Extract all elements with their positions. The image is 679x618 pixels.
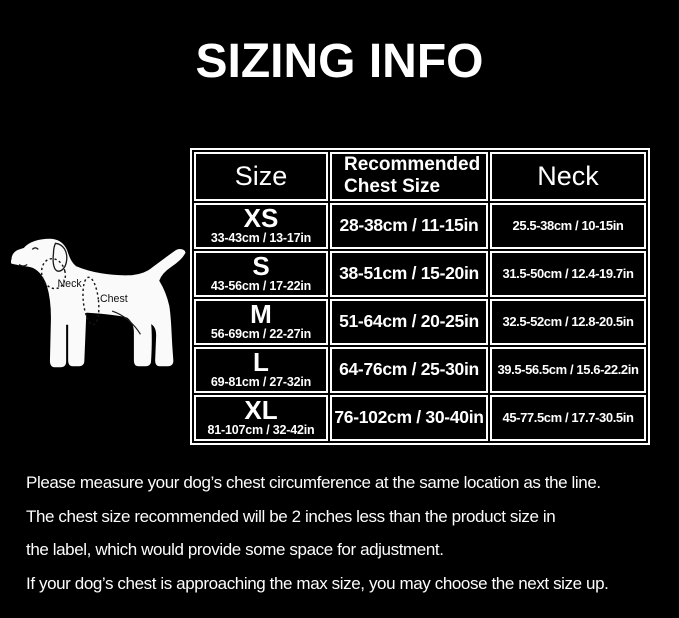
dog-mouth-mark [18, 264, 28, 267]
size-value: XL [244, 395, 278, 426]
neck-cell: 39.5-56.5cm / 15.6-22.2in [490, 346, 646, 393]
dog-eye-mark [31, 247, 39, 250]
measurement-notes: Please measure your dog’s chest circumfe… [26, 466, 676, 600]
neck-label: Neck [58, 278, 83, 290]
size-cell: M 56-69cm / 22-27in [194, 298, 328, 345]
table-header-row: Size Recommended Chest Size Neck [194, 152, 646, 201]
size-value: M [250, 299, 272, 330]
size-range: 43-56cm / 17-22in [210, 279, 312, 294]
table-row: M 56-69cm / 22-27in 51-64cm / 20-25in 32… [194, 298, 646, 345]
neck-cell: 45-77.5cm / 17.7-30.5in [490, 394, 646, 441]
chest-cell: 38-51cm / 15-20in [330, 250, 488, 297]
size-cell: XS 33-43cm / 13-17in [194, 202, 328, 249]
dog-ear-shape [52, 242, 68, 272]
size-range: 69-81cm / 27-32in [210, 375, 312, 390]
size-range: 56-69cm / 22-27in [210, 327, 312, 342]
note-line: If your dog’s chest is approaching the m… [26, 573, 609, 593]
size-value: XS [243, 203, 279, 234]
size-value: S [252, 251, 270, 282]
size-cell: L 69-81cm / 27-32in [194, 346, 328, 393]
header-chest: Recommended Chest Size [330, 152, 488, 201]
chest-label: Chest [100, 293, 128, 305]
neck-cell: 31.5-50cm / 12.4-19.7in [490, 250, 646, 297]
header-size: Size [194, 152, 328, 201]
chest-cell: 76-102cm / 30-40in [330, 394, 488, 441]
note-line: The chest size recommended will be 2 inc… [26, 506, 556, 526]
dog-thigh-line [111, 310, 141, 335]
note-line: Please measure your dog’s chest circumfe… [26, 473, 601, 492]
chest-cell: 28-38cm / 11-15in [330, 202, 488, 249]
header-neck: Neck [490, 152, 646, 201]
table-row: S 43-56cm / 17-22in 38-51cm / 15-20in 31… [194, 250, 646, 297]
dog-body-shape [10, 238, 186, 368]
size-range: 81-107cm / 32-42in [207, 423, 315, 438]
dog-measurement-diagram: Neck Chest [10, 237, 187, 373]
size-cell: XL 81-107cm / 32-42in [194, 394, 328, 441]
chest-cell: 51-64cm / 20-25in [330, 298, 488, 345]
size-value: L [253, 347, 269, 378]
sizing-table: Size Recommended Chest Size Neck XS 33-4… [190, 148, 650, 445]
table-row: L 69-81cm / 27-32in 64-76cm / 25-30in 39… [194, 346, 646, 393]
neck-cell: 25.5-38cm / 10-15in [490, 202, 646, 249]
table-row: XL 81-107cm / 32-42in 76-102cm / 30-40in… [194, 394, 646, 441]
header-chest-text: Recommended Chest Size [344, 154, 481, 198]
size-range: 33-43cm / 13-17in [210, 231, 312, 246]
dog-silhouette-icon: Neck Chest [10, 238, 186, 368]
neck-cell: 32.5-52cm / 12.8-20.5in [490, 298, 646, 345]
page-title: SIZING INFO [195, 35, 484, 88]
chest-cell: 64-76cm / 25-30in [330, 346, 488, 393]
note-line: the label, which would provide some spac… [26, 540, 444, 559]
size-cell: S 43-56cm / 17-22in [194, 250, 328, 297]
neck-measure-line [40, 257, 67, 290]
table-row: XS 33-43cm / 13-17in 28-38cm / 11-15in 2… [194, 202, 646, 249]
